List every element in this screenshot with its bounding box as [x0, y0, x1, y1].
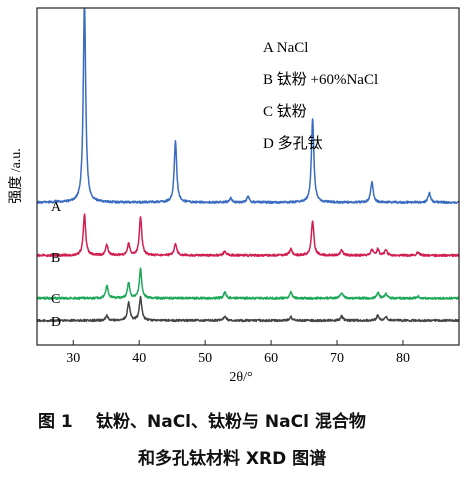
legend: A NaCl B 钛粉 +60%NaCl C 钛粉 D 多孔钛: [263, 40, 378, 152]
figure-caption-label: 图 1: [38, 412, 73, 432]
series-a-line: [36, 7, 460, 205]
legend-entry: B 钛粉 +60%NaCl: [263, 71, 378, 88]
series-label-a: A: [51, 200, 62, 215]
series-label-d: D: [51, 315, 61, 330]
series-b-line: [36, 213, 460, 258]
legend-entry: C 钛粉: [263, 103, 307, 120]
x-tick-label: 60: [264, 351, 278, 366]
series-label-b: B: [51, 251, 60, 266]
series-label-c: C: [51, 292, 60, 307]
x-tick-label: 30: [66, 351, 80, 366]
legend-entry: A NaCl: [263, 40, 308, 56]
legend-entry: D 多孔钛: [263, 135, 323, 152]
series-layer: [36, 7, 460, 323]
x-tick-label: 50: [198, 351, 212, 366]
x-tick-label: 70: [330, 351, 344, 366]
x-tick-label: 40: [132, 351, 146, 366]
series-labels: A B CD: [51, 200, 62, 330]
plot-frame: [36, 7, 460, 346]
x-tick-label: 80: [396, 351, 410, 366]
series-d-line: [36, 295, 460, 323]
x-ticks: 30 40 50 60 70 80: [66, 340, 410, 366]
y-axis-label: 强度 /a.u.: [8, 148, 24, 204]
x-axis-label: 2θ/°: [229, 370, 252, 385]
figure-caption-text-2: 和多孔钛材料 XRD 图谱: [138, 449, 327, 469]
series-c-line: [36, 267, 460, 301]
figure-caption-text-1: 钛粉、NaCl、钛粉与 NaCl 混合物: [96, 412, 366, 432]
